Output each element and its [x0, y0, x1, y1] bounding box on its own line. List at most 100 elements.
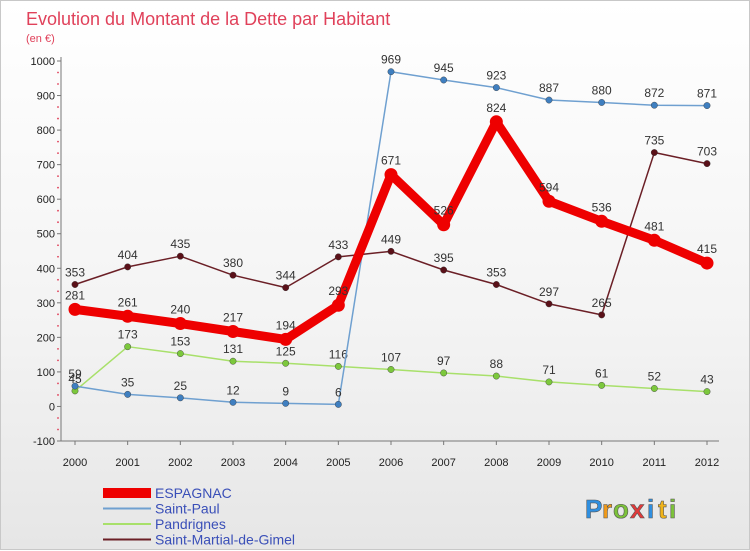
- data-point: [124, 390, 132, 398]
- x-tick-label: 2006: [379, 457, 403, 469]
- data-label: 45: [68, 372, 82, 386]
- data-point: [176, 394, 184, 402]
- series-layer: 353 404 435 380 344 433 449 395 353 297 265 735 703 4…: [65, 53, 717, 408]
- data-point: [650, 385, 658, 392]
- data-label: 872: [644, 86, 664, 100]
- data-point: [650, 101, 658, 109]
- data-point: [703, 388, 711, 395]
- x-tick-label: 2002: [168, 457, 192, 469]
- data-point: [440, 76, 448, 84]
- x-tick-label: 2011: [643, 457, 667, 469]
- data-label: 131: [223, 342, 243, 356]
- data-label: 526: [434, 204, 454, 218]
- data-label: 52: [648, 369, 662, 383]
- y-minor-dot: [57, 382, 59, 385]
- series-espagnac: 281 261 240 217 194 293 671 526 824 594 536 481 415: [65, 101, 717, 346]
- data-label: 153: [170, 335, 190, 349]
- chart-subtitle: (en €): [26, 33, 55, 45]
- data-label: 240: [170, 303, 190, 317]
- data-label: 88: [490, 357, 504, 371]
- x-tick-label: 2010: [589, 457, 613, 469]
- data-point: [387, 68, 395, 76]
- y-minor-dot: [57, 347, 59, 350]
- x-tick-label: 2007: [431, 457, 455, 469]
- data-point: [440, 266, 448, 274]
- data-point: [334, 253, 342, 261]
- data-label: 125: [276, 344, 296, 358]
- data-label: 887: [539, 81, 559, 95]
- data-label: 116: [329, 347, 348, 361]
- data-label: 217: [223, 310, 243, 324]
- y-minor-dot: [57, 244, 59, 247]
- data-label: 433: [328, 238, 348, 252]
- data-point: [282, 359, 290, 367]
- y-minor-dot: [57, 83, 59, 85]
- data-label: 173: [118, 328, 138, 342]
- data-label: 449: [381, 232, 401, 246]
- y-minor-dot: [57, 313, 59, 316]
- legend: ESPAGNACSaint-PaulPandrignesSaint-Martia…: [103, 485, 295, 548]
- axes: -100 0 100 200 300 400 500 600 700 800 900 1000 2000…: [31, 56, 720, 469]
- data-label: 107: [381, 350, 401, 364]
- y-minor-dot: [57, 417, 59, 419]
- x-tick-label: 2008: [484, 457, 508, 469]
- data-label: 9: [282, 384, 289, 398]
- y-tick-label: 700: [37, 160, 55, 172]
- data-label: 293: [328, 284, 348, 298]
- logo-letter: i: [669, 494, 676, 524]
- y-minor-dot: [57, 290, 59, 293]
- data-point: [703, 160, 711, 168]
- data-label: 97: [437, 354, 451, 368]
- data-point: [282, 399, 290, 407]
- data-label: 923: [486, 69, 506, 83]
- data-label: 435: [170, 237, 190, 251]
- data-point: [542, 194, 556, 208]
- data-point: [387, 247, 395, 255]
- x-tick-label: 2009: [537, 457, 561, 469]
- data-point: [598, 381, 606, 389]
- data-point: [71, 382, 79, 390]
- y-tick-label: 600: [37, 194, 55, 206]
- y-minor-dot: [57, 175, 59, 178]
- data-label: 59: [68, 367, 82, 381]
- data-point: [71, 281, 79, 288]
- data-label: 6: [335, 385, 342, 399]
- data-label: 404: [118, 248, 138, 262]
- y-tick-label: 900: [37, 91, 55, 103]
- data-label: 824: [486, 101, 506, 115]
- data-point: [703, 102, 711, 109]
- data-point: [545, 96, 553, 104]
- legend-label: ESPAGNAC: [155, 485, 232, 501]
- data-label: 594: [539, 180, 559, 194]
- data-point: [282, 284, 290, 292]
- data-label: 35: [121, 375, 135, 389]
- x-tick-label: 2000: [63, 457, 87, 469]
- data-point: [176, 350, 184, 357]
- y-minor-dot: [57, 152, 59, 155]
- data-point: [226, 324, 240, 338]
- y-minor-dot: [57, 117, 59, 120]
- data-point: [124, 263, 132, 271]
- data-point: [598, 311, 606, 319]
- series-pandrignes: 45 173 153 131 125 116 107 97 88 71 61 52 43: [68, 328, 714, 395]
- y-tick-label: 800: [37, 125, 55, 137]
- data-label: 281: [65, 288, 85, 302]
- data-label: 194: [276, 318, 296, 332]
- data-label: 25: [174, 379, 188, 393]
- data-label: 265: [592, 296, 612, 310]
- x-tick-label: 2012: [695, 457, 719, 469]
- x-tick-label: 2004: [273, 457, 297, 469]
- data-point: [334, 362, 342, 370]
- data-label: 71: [542, 363, 556, 377]
- data-label: 536: [592, 200, 612, 214]
- y-minor-dot: [57, 428, 59, 431]
- y-minor-dot: [57, 394, 59, 396]
- y-minor-dot: [57, 255, 59, 258]
- data-point: [545, 300, 553, 308]
- data-label: 880: [592, 83, 612, 97]
- y-minor-dot: [57, 186, 59, 189]
